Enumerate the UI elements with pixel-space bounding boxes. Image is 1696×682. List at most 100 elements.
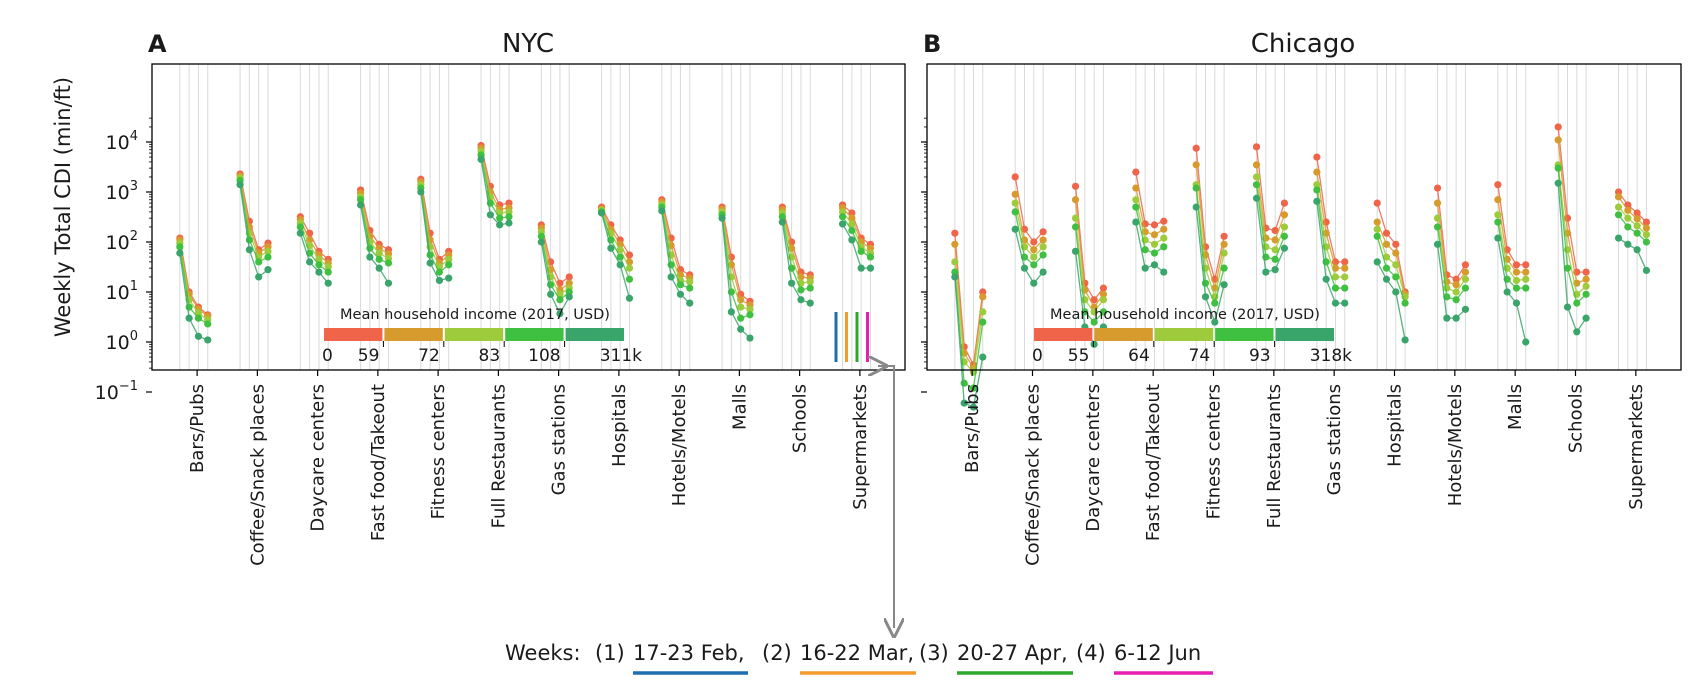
data-point: [1522, 338, 1530, 346]
data-point: [1614, 203, 1623, 211]
series-line-income-group-4: [1074, 226, 1104, 324]
data-point: [969, 403, 978, 411]
series-line-income-group-4: [359, 199, 389, 264]
data-point: [788, 279, 796, 287]
data-point: [435, 268, 444, 276]
colorbar-tick-label: 72: [418, 346, 440, 366]
data-point: [417, 188, 425, 196]
panel-a-letter: A: [148, 30, 167, 58]
x-tick-label-full-restaurants: Full Restaurants: [488, 384, 509, 528]
data-point: [356, 201, 365, 209]
data-point: [838, 220, 847, 228]
series-line-income-group-4: [540, 236, 570, 301]
data-point: [245, 246, 253, 254]
data-point: [1341, 299, 1349, 307]
data-point: [537, 232, 545, 240]
data-point: [1614, 234, 1623, 242]
data-point: [1262, 268, 1270, 276]
series-line-income-group-2: [1014, 194, 1044, 251]
data-point: [1614, 193, 1623, 201]
series-line-income-group-3: [1074, 218, 1104, 313]
series-line-income-group-3: [1014, 202, 1044, 259]
data-point: [264, 266, 272, 274]
colorbar-title: Mean household income (2017, USD): [340, 307, 610, 323]
data-point: [1099, 290, 1108, 298]
series-line-income-group-1: [1195, 148, 1225, 280]
data-point: [1201, 279, 1210, 287]
data-point: [315, 268, 323, 276]
data-point: [1614, 211, 1623, 219]
series-line-income-group-5: [1618, 237, 1648, 271]
series-line-income-group-1: [1316, 156, 1345, 263]
series-line-income-group-3: [239, 177, 269, 259]
data-point: [686, 299, 694, 307]
week-number-1: (1): [595, 641, 625, 665]
data-point: [1313, 168, 1321, 176]
weeks-prefix: Weeks:: [505, 641, 581, 665]
series-line-income-group-5: [359, 204, 390, 284]
data-point: [1341, 258, 1349, 266]
data-point: [1461, 284, 1470, 292]
series-line-income-group-3: [1618, 206, 1647, 236]
category-group-daycare-centers: [296, 213, 332, 287]
data-point: [1220, 232, 1228, 240]
series-line-income-group-5: [1014, 229, 1044, 285]
data-point: [1392, 240, 1400, 248]
series-line-income-group-3: [1195, 184, 1225, 300]
data-point: [1071, 247, 1080, 255]
category-group-schools: [778, 203, 814, 307]
data-point: [1071, 196, 1080, 204]
series-line-income-group-5: [600, 212, 631, 299]
data-point: [1030, 246, 1038, 254]
series-line-income-group-1: [1497, 184, 1526, 266]
x-tick-label-full-restaurants: Full Restaurants: [1264, 384, 1285, 528]
data-point: [1341, 284, 1349, 292]
data-point: [1642, 218, 1651, 226]
series-line-income-group-3: [359, 196, 389, 259]
data-point: [296, 223, 304, 231]
data-point: [1090, 318, 1098, 326]
x-tick-label-daycare-centers: Daycare centers: [1083, 384, 1104, 532]
data-point: [1271, 226, 1279, 235]
data-point: [806, 284, 814, 292]
series-line-income-group-3: [661, 204, 690, 283]
series-line-income-group-1: [299, 216, 329, 260]
data-point: [616, 253, 624, 261]
data-point: [951, 229, 959, 237]
panel-a-city-title: NYC: [502, 29, 554, 59]
y-tick-label: 101: [106, 279, 138, 304]
series-line-income-group-4: [1255, 184, 1286, 261]
category-group-hospitals: [597, 203, 634, 302]
data-point: [1522, 284, 1530, 292]
series-line-income-group-2: [1557, 139, 1587, 285]
data-point: [1271, 246, 1279, 254]
series-line-income-group-3: [1436, 218, 1466, 293]
series-line-income-group-2: [1255, 164, 1286, 241]
data-point: [1313, 186, 1321, 194]
data-point: [375, 255, 383, 263]
x-tick-label-hotels-motels: Hotels/Motels: [1445, 384, 1466, 506]
category-group-malls: [718, 203, 754, 342]
data-point: [625, 264, 634, 272]
data-point: [255, 258, 263, 266]
series-line-income-group-3: [842, 211, 871, 254]
category-group-hospitals: [1373, 199, 1409, 344]
data-point: [848, 220, 856, 228]
series-line-income-group-1: [1135, 171, 1165, 226]
x-tick-label-schools: Schools: [1566, 384, 1587, 453]
data-point: [185, 314, 193, 322]
series-line-income-group-2: [359, 192, 389, 255]
data-point: [1039, 228, 1047, 236]
data-point: [1563, 264, 1572, 272]
data-point: [1141, 264, 1149, 272]
x-tick-label-schools: Schools: [790, 384, 811, 453]
series-line-income-group-2: [239, 175, 269, 255]
data-point: [445, 255, 453, 263]
x-tick-label-hospitals: Hospitals: [1385, 384, 1406, 467]
data-point: [1624, 214, 1632, 222]
data-point: [375, 249, 383, 257]
data-point: [1039, 243, 1047, 251]
data-point: [1582, 290, 1590, 298]
data-point: [1160, 217, 1168, 225]
data-point: [1201, 293, 1210, 301]
